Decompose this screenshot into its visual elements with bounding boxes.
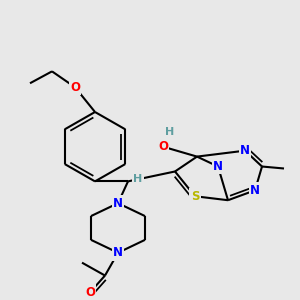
Text: S: S	[191, 190, 199, 203]
Text: N: N	[113, 197, 123, 210]
Text: O: O	[158, 140, 168, 153]
Text: H: H	[165, 127, 175, 137]
Text: N: N	[250, 184, 260, 197]
Text: O: O	[70, 81, 80, 94]
Text: O: O	[85, 286, 95, 299]
Text: N: N	[113, 246, 123, 259]
Text: N: N	[240, 144, 250, 157]
Text: H: H	[134, 174, 142, 184]
Text: N: N	[213, 160, 223, 173]
